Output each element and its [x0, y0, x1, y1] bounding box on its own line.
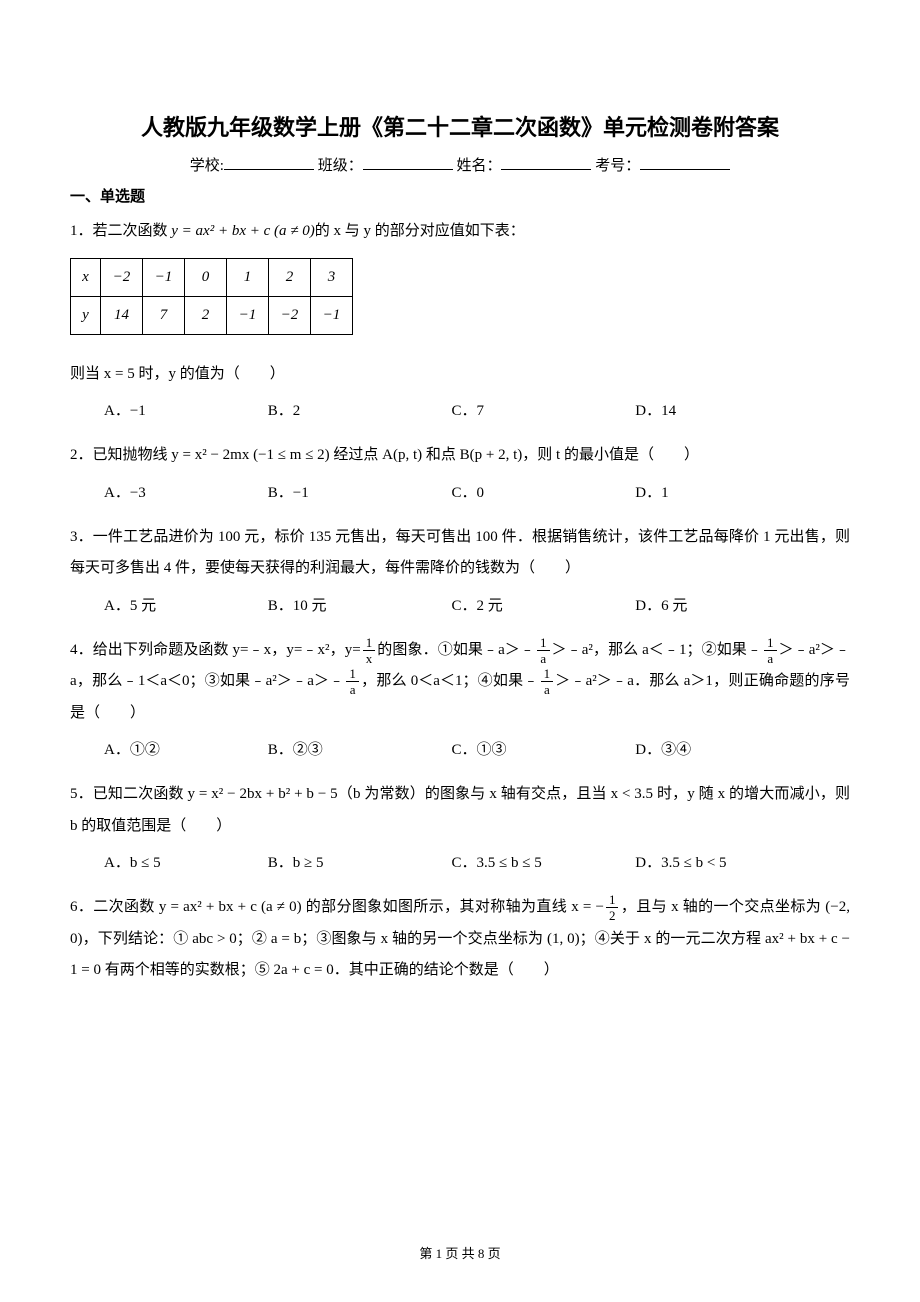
section-header-1: 一、单选题 — [70, 185, 850, 206]
cell: −2 — [269, 296, 311, 334]
q4-p3: ＞﹣a²，那么 a＜﹣1；②如果﹣ — [552, 642, 763, 658]
q1-formula: y = ax² + bx + c (a ≠ 0) — [171, 223, 314, 239]
q1-opt-b: B．2 — [268, 396, 448, 426]
q1-text-a: 1．若二次函数 — [70, 223, 171, 239]
q5-opt-c: C．3.5 ≤ b ≤ 5 — [452, 848, 632, 878]
label-school: 学校: — [190, 158, 224, 174]
q4-opt-a: A．①② — [104, 735, 264, 765]
q1-text-b: 的 x 与 y 的部分对应值如下表： — [315, 223, 525, 239]
q4-stem: 4．给出下列命题及函数 y=﹣x，y=﹣x²，y=1x的图象．①如果﹣a＞﹣1a… — [70, 635, 850, 730]
blank-name[interactable] — [501, 155, 591, 170]
q4-opt-b: B．②③ — [268, 735, 448, 765]
cell: −1 — [227, 296, 269, 334]
cell: 14 — [101, 296, 143, 334]
q5-opt-b: B．b ≥ 5 — [268, 848, 448, 878]
q1-opt-a: A．−1 — [104, 396, 264, 426]
q4-p5: ，那么 0＜a＜1；④如果﹣ — [361, 673, 539, 689]
fraction-icon: 1x — [363, 636, 376, 665]
cell: 0 — [185, 258, 227, 296]
blank-class[interactable] — [363, 155, 453, 170]
blank-school[interactable] — [224, 155, 314, 170]
q5-options: A．b ≤ 5 B．b ≥ 5 C．3.5 ≤ b ≤ 5 D．3.5 ≤ b … — [70, 848, 850, 878]
student-info-line: 学校: 班级： 姓名： 考号： — [70, 154, 850, 175]
cell: 1 — [227, 258, 269, 296]
cell: −2 — [101, 258, 143, 296]
blank-examno[interactable] — [640, 155, 730, 170]
q5-stem: 5．已知二次函数 y = x² − 2bx + b² + b − 5（b 为常数… — [70, 779, 850, 842]
cell: 2 — [185, 296, 227, 334]
q3-opt-b: B．10 元 — [268, 591, 448, 621]
q1-stem: 1．若二次函数 y = ax² + bx + c (a ≠ 0)的 x 与 y … — [70, 216, 850, 248]
q4-options: A．①② B．②③ C．①③ D．③④ — [70, 735, 850, 765]
q4-p2: 的图象．①如果﹣a＞﹣ — [377, 642, 535, 658]
page-footer: 第 1 页 共 8 页 — [0, 1243, 920, 1262]
fraction-icon: 1a — [764, 636, 777, 665]
q1-opt-c: C．7 — [452, 396, 632, 426]
cell: −1 — [143, 258, 185, 296]
q1-opt-d: D．14 — [635, 396, 676, 426]
cell-x-label: x — [71, 258, 101, 296]
cell: −1 — [311, 296, 353, 334]
q2-options: A．−3 B．−1 C．0 D．1 — [70, 478, 850, 508]
q3-options: A．5 元 B．10 元 C．2 元 D．6 元 — [70, 591, 850, 621]
label-class: 班级： — [318, 158, 363, 174]
q1-stem-c: 则当 x = 5 时，y 的值为（ ） — [70, 359, 850, 391]
fraction-icon: 12 — [606, 893, 619, 922]
table-row: x −2 −1 0 1 2 3 — [71, 258, 353, 296]
fraction-icon: 1a — [541, 667, 554, 696]
q3-stem: 3．一件工艺品进价为 100 元，标价 135 元售出，每天可售出 100 件．… — [70, 522, 850, 585]
q2-opt-c: C．0 — [452, 478, 632, 508]
cell: 3 — [311, 258, 353, 296]
q2-opt-a: A．−3 — [104, 478, 264, 508]
q2-opt-d: D．1 — [635, 478, 668, 508]
q4-p1: 4．给出下列命题及函数 y=﹣x，y=﹣x²，y= — [70, 642, 361, 658]
q3-opt-c: C．2 元 — [452, 591, 632, 621]
label-name: 姓名： — [456, 158, 501, 174]
q3-opt-d: D．6 元 — [635, 591, 687, 621]
page: 人教版九年级数学上册《第二十二章二次函数》单元检测卷附答案 学校: 班级： 姓名… — [0, 0, 920, 1302]
q6-stem: 6．二次函数 y = ax² + bx + c (a ≠ 0) 的部分图象如图所… — [70, 892, 850, 987]
cell-y-label: y — [71, 296, 101, 334]
q4-opt-c: C．①③ — [452, 735, 632, 765]
q6-p1: 6．二次函数 y = ax² + bx + c (a ≠ 0) 的部分图象如图所… — [70, 899, 604, 915]
cell: 2 — [269, 258, 311, 296]
q2-stem: 2．已知抛物线 y = x² − 2mx (−1 ≤ m ≤ 2) 经过点 A(… — [70, 440, 850, 472]
doc-title: 人教版九年级数学上册《第二十二章二次函数》单元检测卷附答案 — [70, 110, 850, 142]
q2-opt-b: B．−1 — [268, 478, 448, 508]
table-row: y 14 7 2 −1 −2 −1 — [71, 296, 353, 334]
q4-opt-d: D．③④ — [635, 735, 691, 765]
q1-options: A．−1 B．2 C．7 D．14 — [70, 396, 850, 426]
q1-table: x −2 −1 0 1 2 3 y 14 7 2 −1 −2 −1 — [70, 258, 353, 335]
cell: 7 — [143, 296, 185, 334]
q5-opt-d: D．3.5 ≤ b < 5 — [635, 848, 726, 878]
label-examno: 考号： — [595, 158, 640, 174]
fraction-icon: 1a — [346, 667, 359, 696]
q5-opt-a: A．b ≤ 5 — [104, 848, 264, 878]
fraction-icon: 1a — [537, 636, 550, 665]
q3-opt-a: A．5 元 — [104, 591, 264, 621]
